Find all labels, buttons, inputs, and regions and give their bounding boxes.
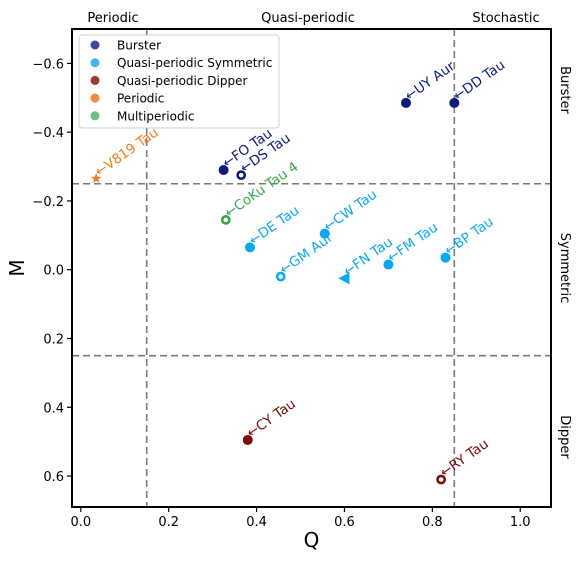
x-tick-label: 0.0 bbox=[70, 515, 91, 530]
point-marker bbox=[220, 214, 231, 225]
point-marker bbox=[400, 97, 411, 108]
point-marker bbox=[242, 434, 253, 445]
region-label-right: Burster bbox=[557, 66, 572, 114]
data-point: ←BP Tau bbox=[440, 214, 497, 263]
y-tick-label: 0.2 bbox=[43, 332, 64, 347]
point-label: ←V819 Tau bbox=[92, 125, 161, 180]
legend-entry: Periodic bbox=[90, 92, 164, 106]
point-marker bbox=[275, 271, 286, 282]
data-point: ←FN Tau bbox=[338, 234, 396, 285]
point-marker bbox=[436, 474, 447, 485]
point-marker bbox=[383, 259, 394, 270]
point-label: ←BP Tau bbox=[442, 214, 497, 259]
data-point: ←CY Tau bbox=[242, 396, 299, 445]
data-point: ←DD Tau bbox=[449, 57, 508, 108]
point-label: ←RY Tau bbox=[437, 436, 491, 481]
region-label-top: Stochastic bbox=[472, 11, 539, 26]
legend-label: Burster bbox=[117, 39, 161, 53]
legend-marker bbox=[90, 75, 100, 85]
point-label: ←DD Tau bbox=[450, 57, 508, 104]
point-marker bbox=[90, 173, 102, 184]
data-point: ←UY Aur bbox=[400, 58, 458, 108]
legend-marker bbox=[90, 58, 100, 68]
data-point: ←RY Tau bbox=[436, 436, 492, 485]
legend-marker bbox=[90, 93, 100, 103]
legend-entry: Burster bbox=[90, 39, 161, 53]
y-tick-label: −0.2 bbox=[32, 195, 64, 210]
y-tick-label: −0.6 bbox=[32, 57, 64, 72]
y-tick-label: 0.0 bbox=[43, 264, 64, 279]
point-marker bbox=[319, 228, 330, 239]
point-label: ←GM Aur bbox=[277, 229, 337, 277]
legend-entry: Quasi-periodic Dipper bbox=[90, 74, 247, 88]
legend-marker bbox=[90, 40, 100, 50]
data-point: ←V819 Tau bbox=[90, 125, 162, 184]
legend-marker bbox=[90, 111, 100, 121]
x-axis-label: Q bbox=[304, 528, 320, 552]
region-labels: Periodic Quasi-periodic Stochastic Burster S… bbox=[87, 11, 572, 459]
legend-label: Periodic bbox=[117, 92, 164, 106]
legend-label: Multiperiodic bbox=[117, 109, 195, 123]
legend-entry: Multiperiodic bbox=[90, 109, 195, 123]
y-tick-label: −0.4 bbox=[32, 126, 64, 141]
legend-box bbox=[78, 34, 280, 129]
x-tick-label: 0.4 bbox=[246, 515, 267, 530]
plot-frame bbox=[71, 28, 552, 508]
region-label-top: Quasi-periodic bbox=[261, 11, 355, 26]
point-label: ←FM Tau bbox=[385, 220, 442, 266]
point-marker bbox=[449, 97, 460, 108]
data-point: ←GM Aur bbox=[275, 229, 337, 282]
x-tick-label: 0.2 bbox=[158, 515, 179, 530]
y-axis-label: M bbox=[5, 259, 29, 276]
point-marker bbox=[244, 242, 255, 253]
y-tick-label: 0.4 bbox=[43, 401, 64, 416]
y-tick-label: 0.6 bbox=[43, 470, 64, 485]
point-marker bbox=[440, 252, 451, 263]
legend-label: Quasi-periodic Symmetric bbox=[117, 56, 272, 70]
x-tick-label: 1.0 bbox=[510, 515, 531, 530]
data-point: ←DE Tau bbox=[244, 203, 302, 253]
x-tick-label: 0.8 bbox=[422, 515, 443, 530]
point-marker bbox=[218, 164, 229, 175]
region-label-top: Periodic bbox=[87, 11, 138, 26]
legend: Burster Quasi-periodic Symmetric Quasi-per… bbox=[78, 34, 280, 129]
point-label: ←CY Tau bbox=[244, 396, 299, 441]
region-label-right: Dipper bbox=[557, 415, 572, 459]
point-marker bbox=[338, 272, 350, 285]
axis-ticks: 0.0 0.2 0.4 0.6 0.8 1.0 −0.6 −0.4 −0.2 0.0 0.2 0.4 0… bbox=[32, 57, 530, 530]
region-label-right: Symmetric bbox=[557, 233, 572, 303]
point-label: ←DE Tau bbox=[246, 203, 302, 249]
point-marker bbox=[236, 170, 247, 181]
data-point: ←CW Tau bbox=[319, 187, 380, 239]
point-label: ←CW Tau bbox=[321, 187, 380, 235]
x-tick-label: 0.6 bbox=[334, 515, 355, 530]
legend-entry: Quasi-periodic Symmetric bbox=[90, 56, 272, 70]
point-label: ←UY Aur bbox=[402, 58, 458, 104]
legend-label: Quasi-periodic Dipper bbox=[117, 74, 247, 88]
